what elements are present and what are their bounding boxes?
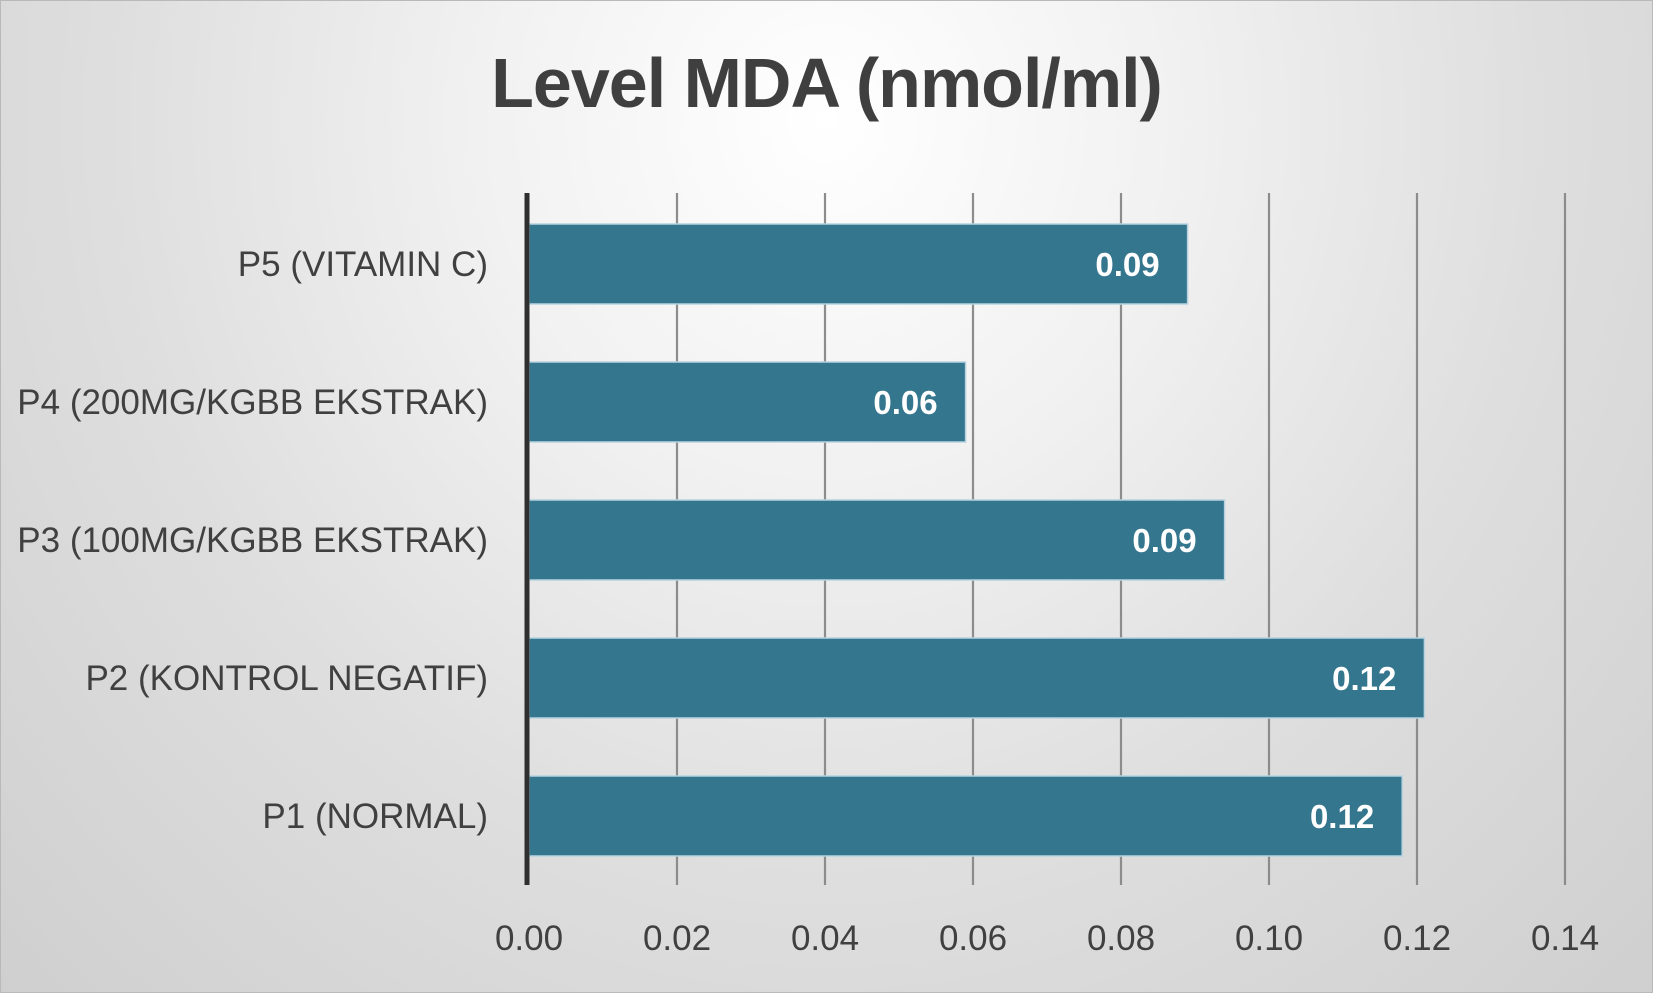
x-tick-label: 0.14 (1531, 919, 1599, 958)
x-tick-label: 0.08 (1087, 919, 1155, 958)
bar (528, 637, 1426, 719)
bar (528, 499, 1226, 581)
x-tick-label: 0.02 (643, 919, 711, 958)
category-label: P3 (100MG/KGBB EKSTRAK) (17, 521, 488, 560)
x-tick-label: 0.12 (1383, 919, 1451, 958)
category-label: P4 (200MG/KGBB EKSTRAK) (17, 383, 488, 422)
chart-title: Level MDA (nmol/ml) (491, 44, 1163, 122)
data-label: 0.09 (1132, 522, 1196, 559)
bar (528, 223, 1189, 305)
x-tick-label: 0.06 (939, 919, 1007, 958)
category-label: P1 (NORMAL) (262, 797, 488, 836)
bar (528, 361, 967, 443)
category-label: P2 (KONTROL NEGATIF) (85, 659, 488, 698)
x-tick-label: 0.04 (791, 919, 859, 958)
category-label: P5 (VITAMIN C) (238, 245, 488, 284)
bar (528, 775, 1403, 857)
data-label: 0.12 (1332, 660, 1396, 697)
x-tick-label: 0.10 (1235, 919, 1303, 958)
data-label: 0.09 (1095, 246, 1159, 283)
x-tick-label: 0.00 (495, 919, 563, 958)
data-label: 0.06 (873, 384, 937, 421)
data-label: 0.12 (1310, 798, 1374, 835)
